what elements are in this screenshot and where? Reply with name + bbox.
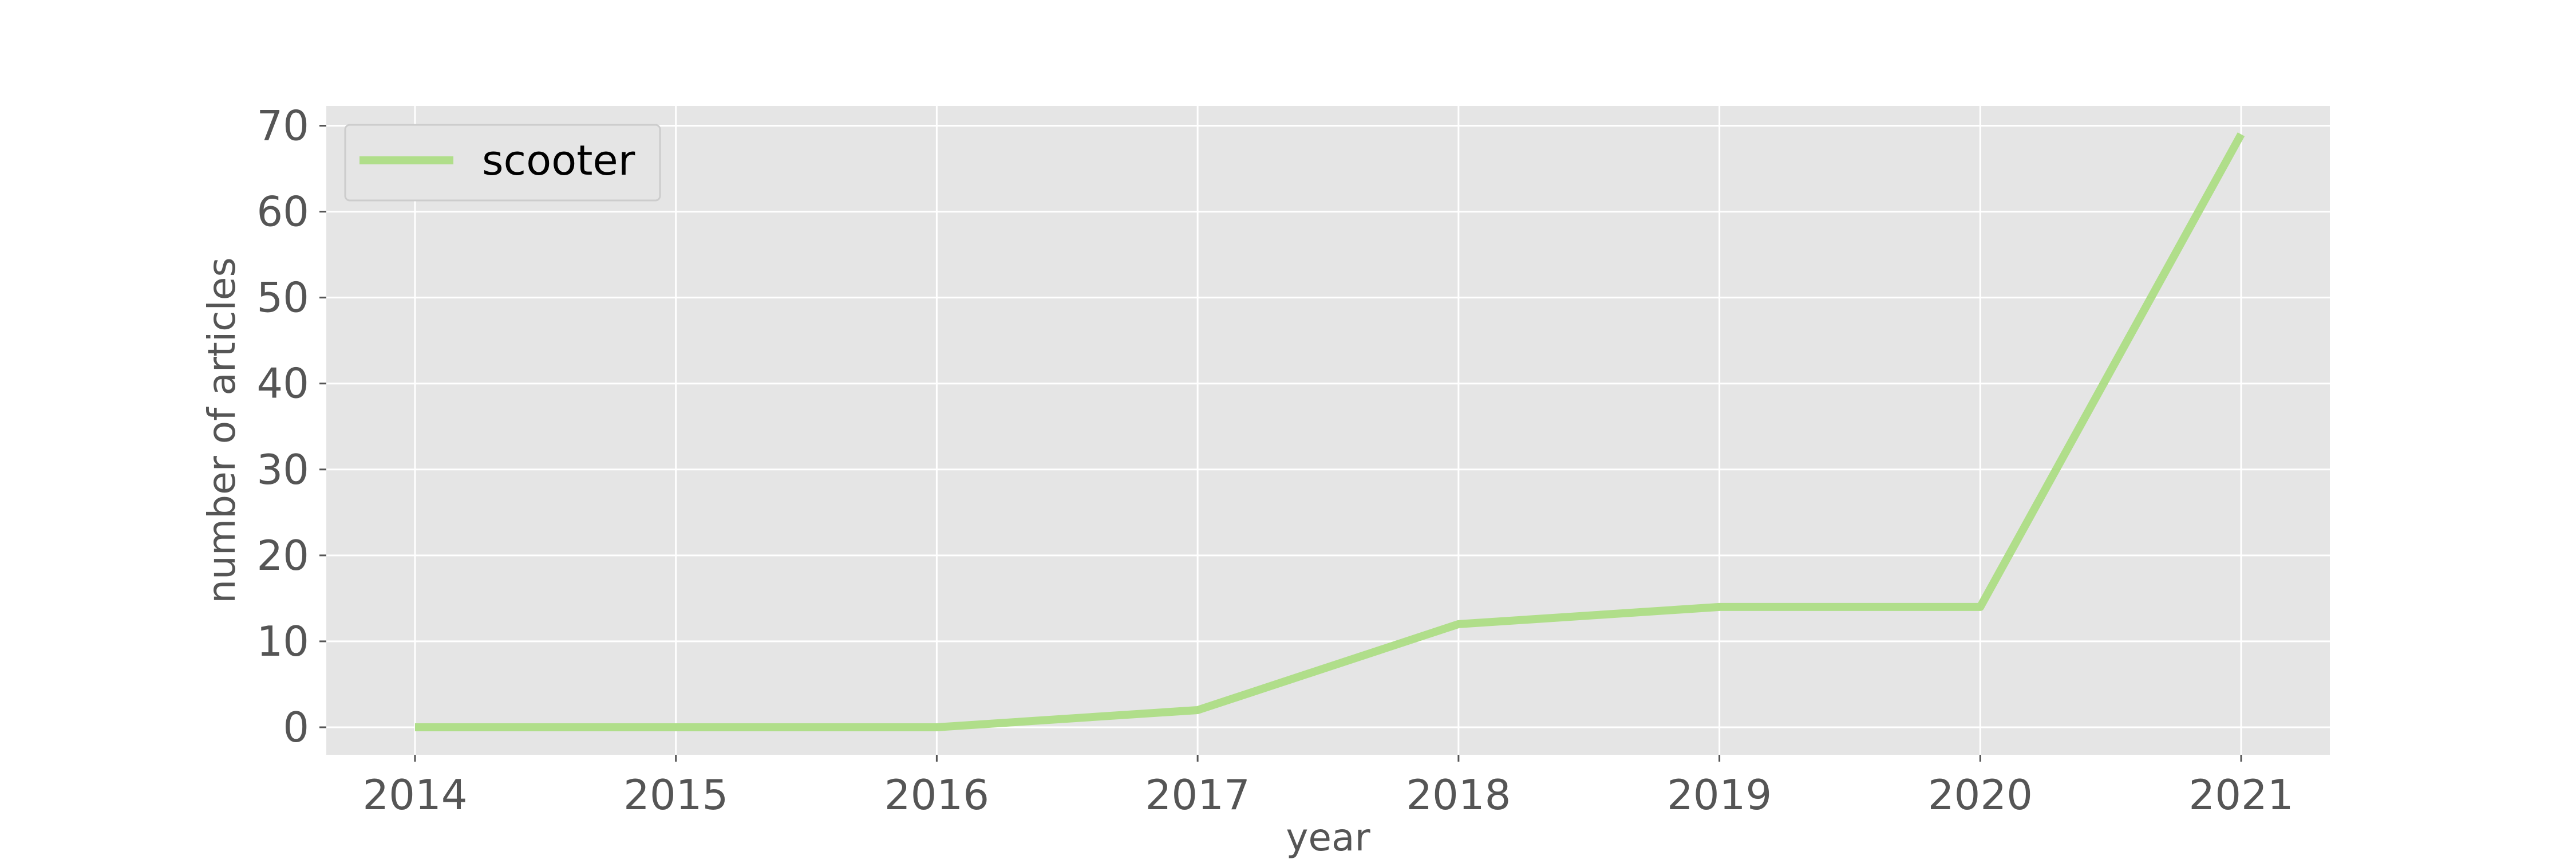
x-tick-label: 2018 [1406, 771, 1511, 819]
y-tick-label: 0 [283, 703, 309, 751]
axis-ticks: 2014 2015 2016 2017 2018 2019 2020 2021 0 10 20 30 4… [256, 102, 2293, 819]
x-tick-label: 2014 [362, 771, 467, 819]
x-tick-label: 2019 [1667, 771, 1772, 819]
y-tick-label: 60 [256, 188, 309, 236]
y-tick-label: 40 [256, 360, 309, 408]
y-tick-label: 20 [256, 531, 309, 580]
x-tick-label: 2016 [884, 771, 989, 819]
y-tick-label: 50 [256, 274, 309, 322]
y-tick-label: 10 [256, 617, 309, 665]
legend: scooter [344, 124, 661, 202]
y-axis-label: number of articles [200, 257, 244, 604]
y-tick-label: 30 [256, 446, 309, 494]
legend-box [344, 124, 661, 202]
x-axis-label: year [1286, 815, 1370, 859]
y-tick-label: 70 [256, 102, 309, 150]
x-tick-label: 2021 [2188, 771, 2293, 819]
x-tick-label: 2015 [623, 771, 728, 819]
grid [326, 106, 2330, 755]
x-tick-label: 2020 [1928, 771, 2033, 819]
legend-label-scooter: scooter [482, 136, 635, 184]
x-tick-label: 2017 [1145, 771, 1250, 819]
series-layer [414, 132, 2245, 731]
series-line-scooter [414, 132, 2245, 731]
plot-area [326, 106, 2330, 755]
